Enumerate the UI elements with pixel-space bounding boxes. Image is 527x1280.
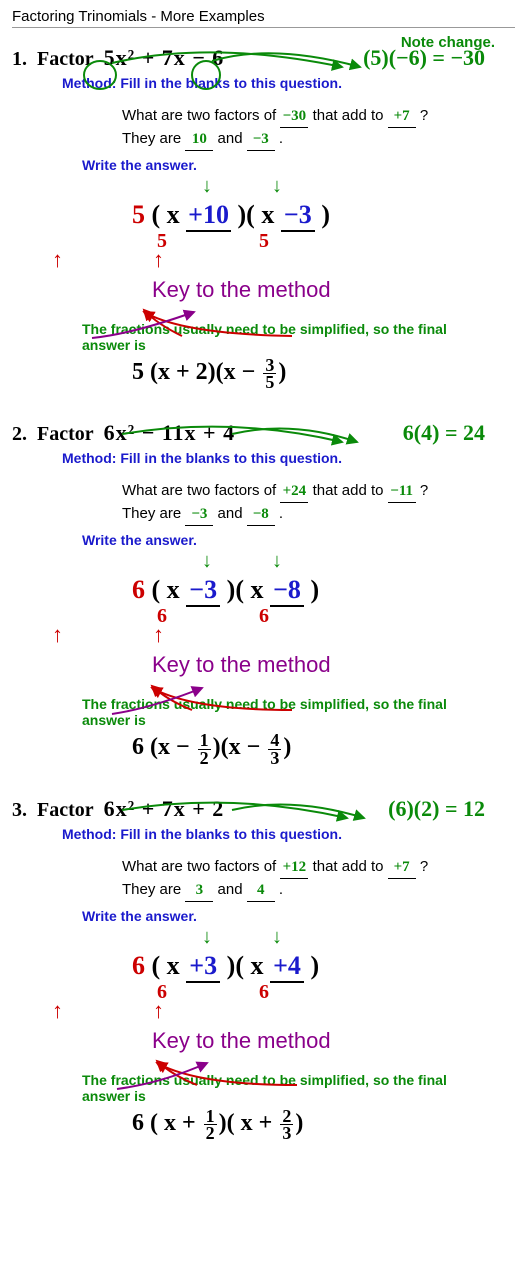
b2-blank: −8 [270, 575, 304, 607]
b1-blank: +10 [186, 200, 231, 232]
final-close: ) [283, 735, 291, 761]
product-calc: 6(4) = 24 [403, 420, 515, 446]
lead-coeff: 6 [132, 951, 145, 980]
b1-blank: −3 [186, 575, 220, 607]
q-text-3: ? [420, 107, 428, 124]
denom-2: 6 [259, 981, 361, 1003]
factors-question: What are two factors of −30 that add to … [122, 105, 515, 151]
lead-coeff: 6 [132, 575, 145, 604]
b2-blank: +4 [270, 951, 304, 983]
problem-label: Factor [37, 48, 94, 71]
key-to-method: Key to the method [152, 652, 515, 678]
key-to-method: Key to the method [152, 277, 515, 303]
factors-question: What are two factors of +24 that add to … [122, 480, 515, 526]
final-answer: 5 (x + 2)(x − 35) [132, 357, 515, 390]
down-arrows: ↓↓ [202, 175, 515, 198]
simplify-note: The fractions usually need to be simplif… [82, 1072, 472, 1104]
problem-number: 2. [12, 423, 27, 446]
final-p1: 6 ( x + [132, 1110, 202, 1136]
factor1-blank: −3 [185, 504, 213, 526]
frac-num: 1 [198, 732, 211, 749]
final-frac2: 43 [266, 732, 283, 765]
lead-coeff: 5 [132, 200, 145, 229]
trinomial-expr: 6x² − 11x + 4 [104, 420, 235, 446]
frac-den: 3 [268, 750, 281, 766]
write-answer-label: Write the answer. [82, 157, 515, 173]
factored-form: 6 ( x +3 )( x +4 ) [132, 951, 515, 983]
final-close: ) [278, 359, 286, 385]
product-calc: (5)(−6) = −30 [363, 45, 515, 71]
factor2-blank: −8 [247, 504, 275, 526]
factor2-blank: 4 [247, 880, 275, 902]
factor1-blank: 10 [185, 129, 213, 151]
problem-2: 2. Factor 6x² − 11x + 4 6(4) = 24 Method… [12, 420, 515, 765]
q-text-2: that add to [313, 858, 388, 875]
method-instruction: Method: Fill in the blanks to this quest… [62, 450, 515, 466]
and-word: and [218, 881, 247, 898]
they-are: They are [122, 881, 185, 898]
q-text-3: ? [420, 858, 428, 875]
problem-number: 3. [12, 799, 27, 822]
factors-question: What are two factors of +12 that add to … [122, 856, 515, 902]
problem-label: Factor [37, 799, 94, 822]
product-calc: (6)(2) = 12 [388, 796, 515, 822]
sum-blank: +7 [388, 857, 416, 879]
frac-num: 4 [268, 732, 281, 749]
frac-den: 5 [263, 374, 276, 390]
final-answer: 6 ( x + 12)( x + 23) [132, 1108, 515, 1141]
simplify-note: The fractions usually need to be simplif… [82, 321, 472, 353]
b2-blank: −3 [281, 200, 315, 232]
simplify-note: The fractions usually need to be simplif… [82, 696, 472, 728]
b1-blank: +3 [186, 951, 220, 983]
problem-3: 3. Factor 6x² + 7x + 2 (6)(2) = 12 Metho… [12, 796, 515, 1141]
final-frac1: 12 [202, 1108, 219, 1141]
trinomial-expr: 6x² + 7x + 2 [104, 796, 225, 822]
page-title: Factoring Trinomials - More Examples [12, 8, 515, 28]
frac-den: 3 [280, 1125, 293, 1141]
product-blank: +24 [280, 481, 308, 503]
problem-number: 1. [12, 48, 27, 71]
final-close: ) [295, 1110, 303, 1136]
down-arrows: ↓↓ [202, 550, 515, 573]
final-frac1: 12 [196, 732, 213, 765]
sum-blank: −11 [388, 481, 416, 503]
q-text-2: that add to [313, 482, 388, 499]
factored-form: 6 ( x −3 )( x −8 ) [132, 575, 515, 607]
down-arrows: ↓↓ [202, 926, 515, 949]
q-text-1: What are two factors of [122, 482, 280, 499]
and-word: and [218, 505, 247, 522]
they-are: They are [122, 505, 185, 522]
sum-blank: +7 [388, 106, 416, 128]
frac-den: 2 [204, 1125, 217, 1141]
final-answer: 6 (x − 12)(x − 43) [132, 732, 515, 765]
q-text-1: What are two factors of [122, 858, 280, 875]
q-text-2: that add to [313, 107, 388, 124]
q-text-1: What are two factors of [122, 107, 280, 124]
frac-den: 2 [198, 750, 211, 766]
product-blank: −30 [280, 106, 308, 128]
they-are: They are [122, 130, 185, 147]
method-instruction: Method: Fill in the blanks to this quest… [62, 75, 515, 91]
q-text-3: ? [420, 482, 428, 499]
final-lead: 5 (x + 2)(x − [132, 359, 261, 385]
write-answer-label: Write the answer. [82, 532, 515, 548]
factor1-blank: 3 [185, 880, 213, 902]
denom-2: 5 [259, 230, 361, 252]
final-mid: )( x + [219, 1110, 279, 1136]
final-mid: )(x − [213, 735, 267, 761]
factored-form: 5 ( x +10 )( x −3 ) [132, 200, 515, 232]
and-word: and [218, 130, 247, 147]
final-frac: 35 [261, 357, 278, 390]
method-instruction: Method: Fill in the blanks to this quest… [62, 826, 515, 842]
key-to-method: Key to the method [152, 1028, 515, 1054]
problem-label: Factor [37, 423, 94, 446]
problem-1: 1. Factor 5x² + 7x − 6 (5)(−6) = −30 Met… [12, 45, 515, 390]
final-p1: 6 (x − [132, 735, 196, 761]
product-blank: +12 [280, 857, 308, 879]
denom-2: 6 [259, 605, 361, 627]
factor2-blank: −3 [247, 129, 275, 151]
trinomial-expr: 5x² + 7x − 6 [104, 45, 225, 71]
final-frac2: 23 [278, 1108, 295, 1141]
write-answer-label: Write the answer. [82, 908, 515, 924]
